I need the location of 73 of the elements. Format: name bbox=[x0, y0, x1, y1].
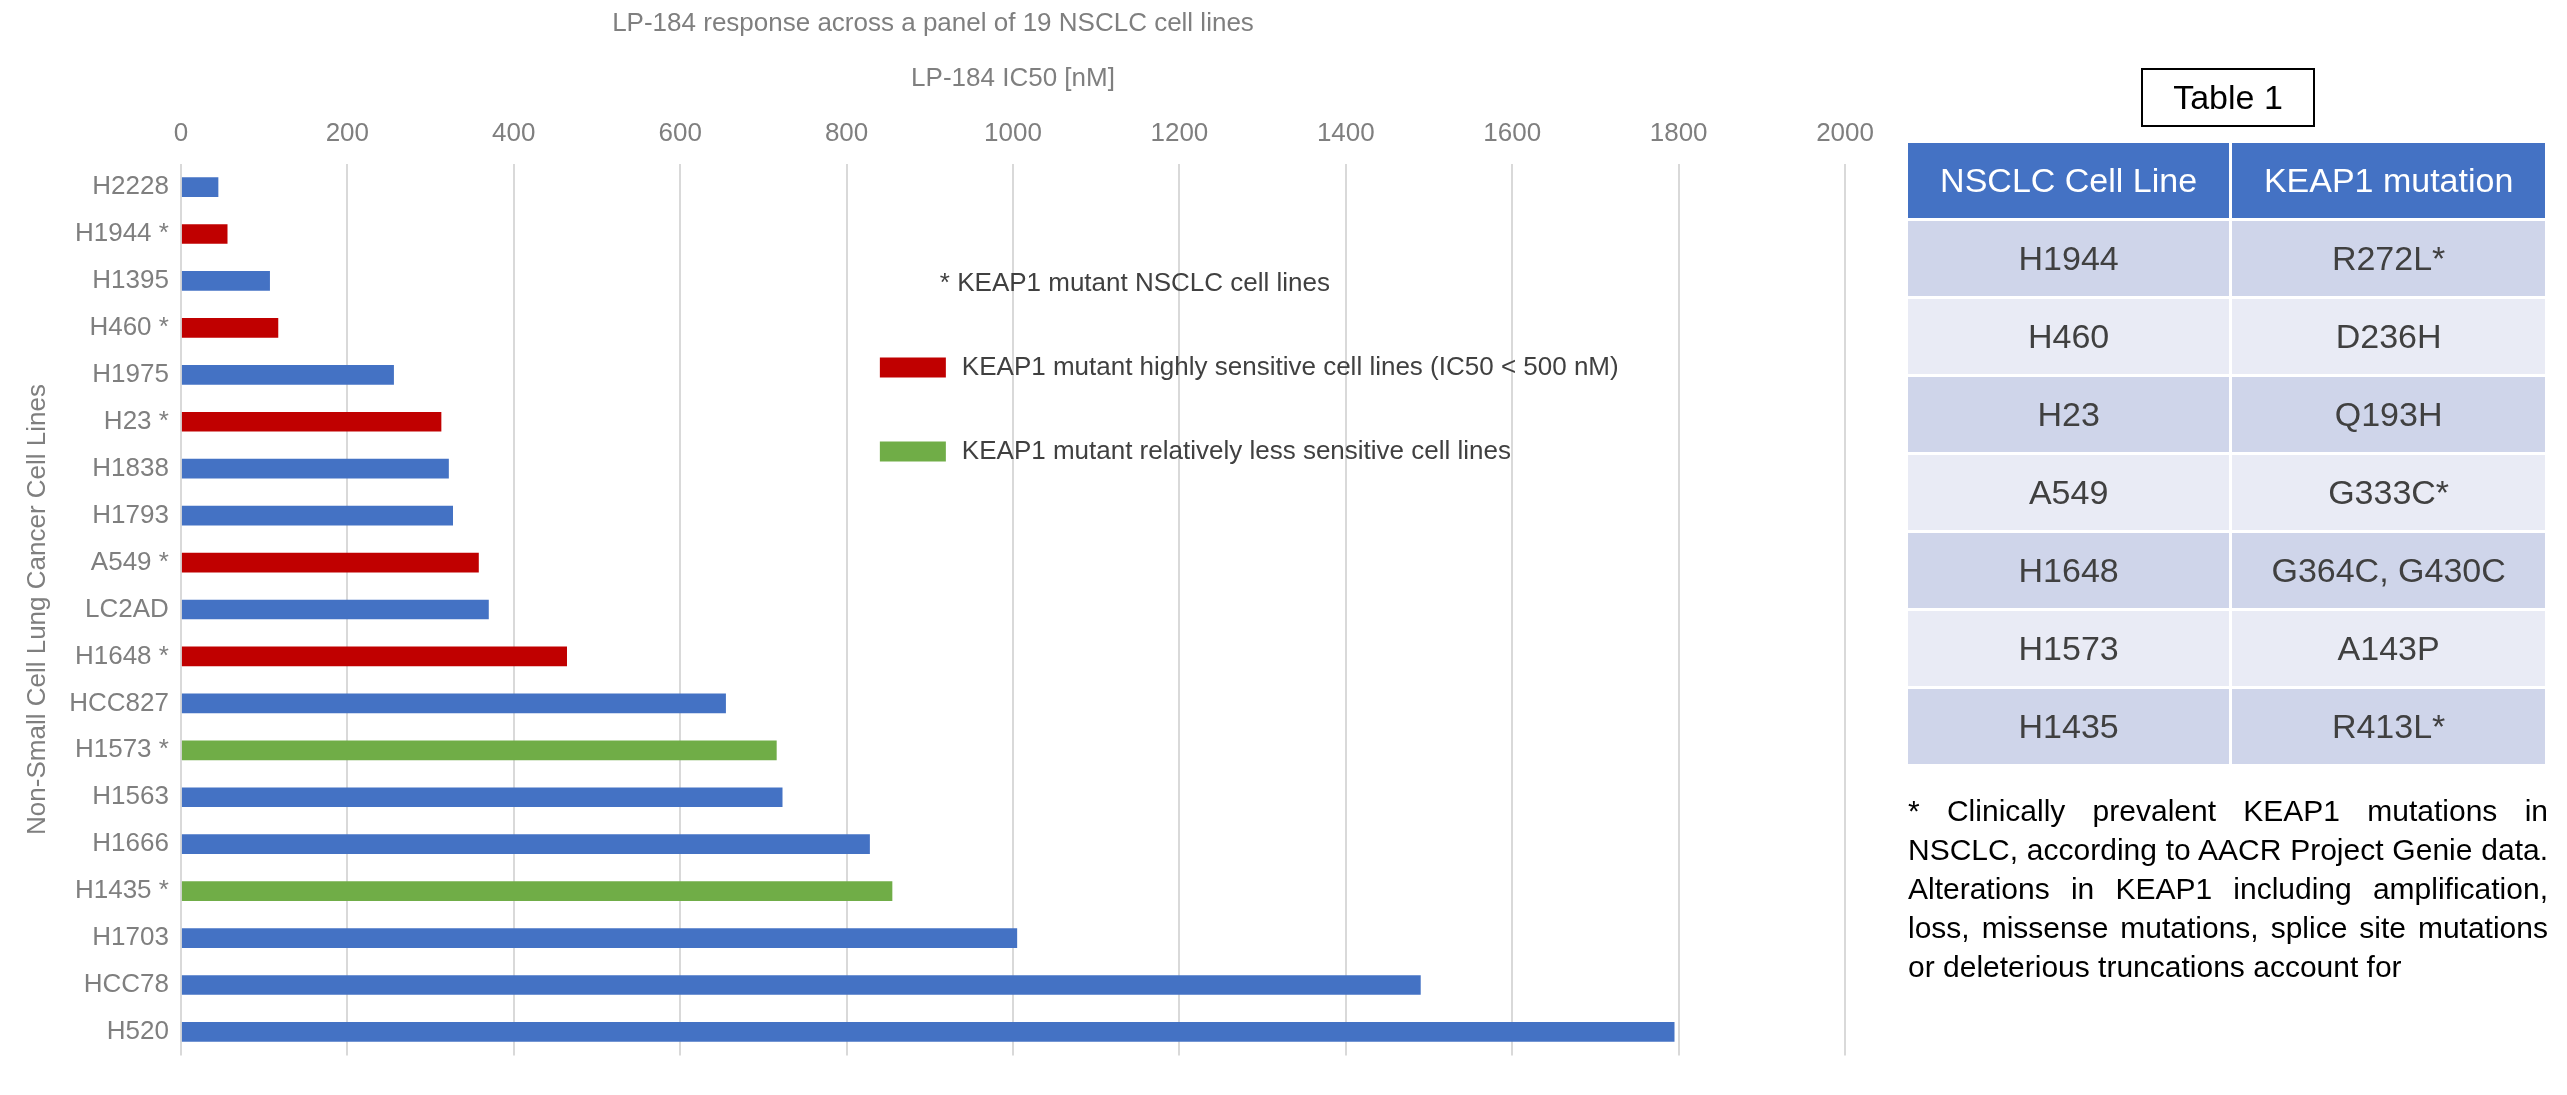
x-tick-label: 200 bbox=[325, 117, 370, 148]
y-tick-label: H1975 bbox=[92, 357, 169, 388]
x-tick-label: 0 bbox=[173, 117, 189, 148]
y-tick-label: H1573 * bbox=[74, 733, 169, 764]
bar bbox=[181, 646, 567, 667]
bar bbox=[181, 693, 726, 714]
bar bbox=[181, 881, 893, 901]
y-tick-label: HCC78 bbox=[83, 968, 169, 999]
bar bbox=[181, 271, 270, 291]
text: A143P bbox=[2337, 629, 2440, 667]
text: R272L* bbox=[2331, 239, 2446, 277]
bar bbox=[181, 224, 228, 244]
x-tick-label: 400 bbox=[492, 117, 536, 148]
text: * Clinically prevalent KEAP1 mutations in NSCLC, according to AACR Project Genie data. Alterations in KEAP1 including amplification, loss, missense mutations, splice site mutations or deleterious truncations account for bbox=[1908, 793, 2548, 985]
category-label: NSCLC Cell Line bbox=[1908, 143, 2231, 220]
y-tick-label: H460 * bbox=[89, 311, 169, 342]
text: R413L* bbox=[2331, 707, 2446, 745]
x-tick-label: 1600 bbox=[1483, 117, 1542, 148]
bar bbox=[181, 1022, 1675, 1042]
y-tick-label: H520 bbox=[106, 1015, 169, 1046]
y-tick-label: H23 * bbox=[103, 404, 169, 435]
text: Table 1 bbox=[2141, 68, 2315, 127]
bar bbox=[181, 505, 453, 526]
x-axis-title: LP-184 IC50 [nM] bbox=[911, 61, 1115, 92]
text: G333C* bbox=[2328, 473, 2450, 511]
bar bbox=[181, 834, 870, 855]
text: H1435 bbox=[2018, 707, 2119, 745]
y-tick-label: H1838 bbox=[92, 451, 169, 482]
x-tick-label: 1000 bbox=[984, 117, 1042, 148]
text: H1944 bbox=[2018, 239, 2119, 277]
x-tick-label: 2000 bbox=[1816, 117, 1874, 148]
y-tick-label: H1563 bbox=[92, 780, 169, 811]
bar bbox=[181, 318, 279, 338]
bar bbox=[181, 740, 777, 761]
chart-title: LP-184 response across a panel of 19 NSCLC cell lines bbox=[612, 6, 1254, 37]
bar bbox=[181, 552, 479, 573]
category-label: KEAP1 mutation bbox=[2230, 143, 2547, 220]
bar bbox=[181, 599, 489, 620]
text: G364C, G430C bbox=[2271, 551, 2506, 589]
annotation: * KEAP1 mutant NSCLC cell lines bbox=[939, 266, 1331, 297]
x-tick-label: 800 bbox=[824, 117, 869, 148]
text: Q193H bbox=[2334, 395, 2443, 433]
y-tick-label: H1666 bbox=[92, 827, 169, 858]
x-tick-label: 1800 bbox=[1649, 117, 1708, 148]
bar bbox=[181, 177, 219, 197]
x-tick-label: 1400 bbox=[1316, 117, 1375, 148]
y-tick-label: H1944 * bbox=[74, 217, 169, 248]
y-tick-label: H1648 * bbox=[74, 639, 169, 670]
bar bbox=[181, 411, 442, 432]
y-axis-title: Non-Small Cell Lung Cancer Cell Lines bbox=[20, 384, 51, 835]
x-tick-label: 600 bbox=[658, 117, 702, 148]
y-tick-label: HCC827 bbox=[69, 686, 169, 717]
legend-label: KEAP1 mutant relatively less sensitive cell lines bbox=[961, 434, 1511, 465]
text: H1573 bbox=[2018, 629, 2119, 667]
y-tick-label: H1435 * bbox=[74, 874, 169, 905]
text: H460 bbox=[2027, 317, 2110, 355]
bar bbox=[181, 787, 783, 808]
y-tick-label: A549 * bbox=[90, 545, 169, 576]
text: A549 bbox=[2028, 473, 2109, 511]
text: H23 bbox=[2037, 395, 2100, 433]
text: D236H bbox=[2335, 317, 2442, 355]
y-tick-label: H2228 bbox=[92, 170, 169, 201]
bar bbox=[181, 928, 1018, 948]
y-tick-label: H1703 bbox=[92, 921, 169, 952]
bar bbox=[181, 975, 1421, 995]
y-tick-label: H1395 bbox=[92, 264, 169, 295]
x-tick-label: 1200 bbox=[1150, 117, 1209, 148]
bar bbox=[181, 458, 449, 479]
text: H1648 bbox=[2018, 551, 2119, 589]
y-tick-label: LC2AD bbox=[85, 592, 169, 623]
legend-label: KEAP1 mutant highly sensitive cell lines (IC50 < 500 nM) bbox=[961, 350, 1619, 381]
bar bbox=[181, 364, 394, 385]
y-tick-label: H1793 bbox=[92, 498, 169, 529]
